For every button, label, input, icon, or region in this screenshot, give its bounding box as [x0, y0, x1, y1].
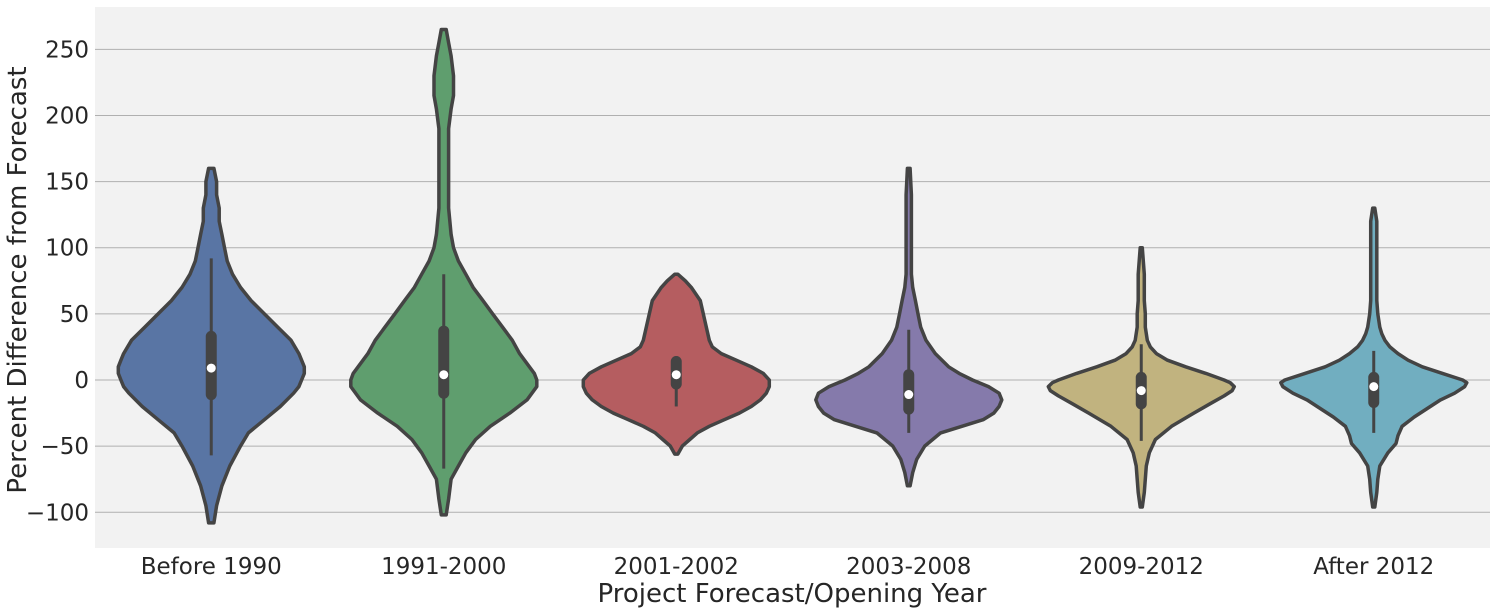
violin-median-point	[671, 370, 681, 380]
x-tick-label: After 2012	[1313, 554, 1434, 580]
violin-median-point	[1369, 382, 1379, 392]
y-tick-label: 0	[74, 368, 89, 394]
y-tick-label: 50	[60, 302, 89, 328]
y-tick-label: −50	[40, 434, 89, 460]
violin-group	[814, 166, 1004, 488]
violin-body	[814, 166, 1004, 488]
y-tick-label: −100	[26, 500, 89, 526]
violin-group	[1046, 245, 1237, 509]
x-tick-label: Before 1990	[141, 554, 282, 580]
x-tick-label: 1991-2000	[381, 554, 506, 580]
violin-body	[349, 27, 539, 517]
y-tick-label: 200	[45, 103, 89, 129]
violin-median-point	[904, 390, 914, 400]
x-tick-label: 2001-2002	[614, 554, 739, 580]
violin-group	[581, 272, 772, 456]
violin-median-point	[439, 370, 449, 380]
violin-median-point	[1136, 386, 1146, 396]
x-tick-label: 2003-2008	[846, 554, 971, 580]
violin-median-point	[206, 363, 216, 373]
violins	[116, 27, 1469, 525]
violin-group	[1279, 206, 1469, 509]
violin-group	[116, 166, 307, 525]
grid-lines	[95, 48, 1490, 513]
violin-group	[349, 27, 539, 517]
y-tick-label: 150	[45, 170, 89, 196]
x-tick-labels: Before 1990 1991-2000 2001-2002 2003-2008 20…	[141, 554, 1435, 580]
y-tick-label: 250	[45, 37, 89, 63]
y-tick-label: 100	[45, 236, 89, 262]
y-tick-labels: −100 −50 0 50 100 150 200 250	[26, 37, 89, 526]
y-axis-label: Percent Difference from Forecast	[3, 66, 33, 493]
x-axis-label: Project Forecast/Opening Year	[598, 579, 987, 609]
x-tick-label: 2009-2012	[1079, 554, 1204, 580]
plot-background	[95, 7, 1490, 548]
